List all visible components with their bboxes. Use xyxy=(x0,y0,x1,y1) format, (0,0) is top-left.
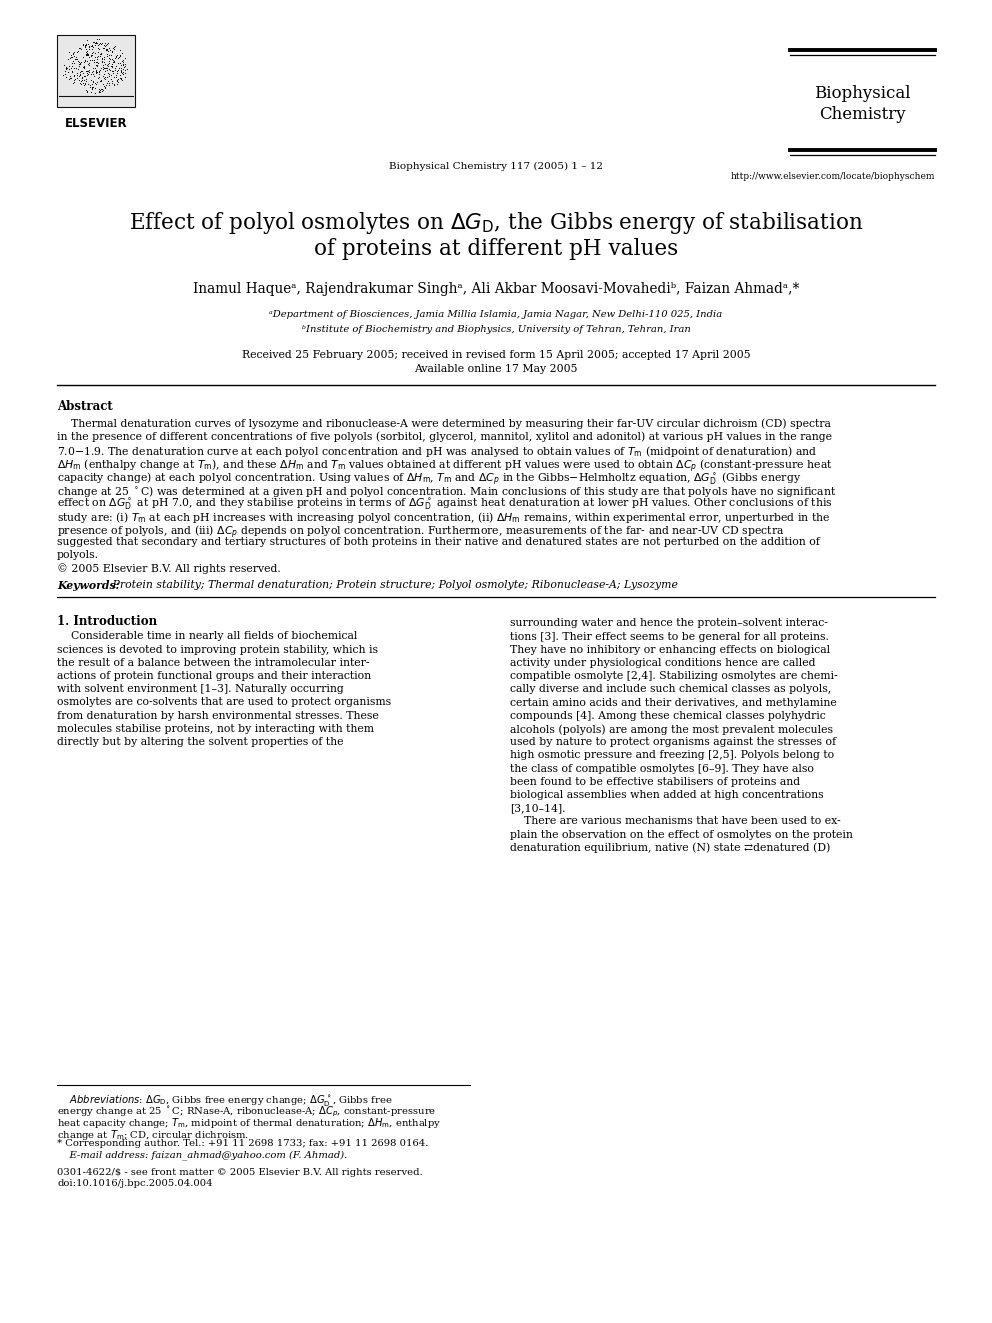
Text: capacity change) at each polyol concentration. Using values of $\Delta H_\mathrm: capacity change) at each polyol concentr… xyxy=(57,471,802,488)
Text: compatible osmolyte [2,4]. Stabilizing osmolytes are chemi-: compatible osmolyte [2,4]. Stabilizing o… xyxy=(510,671,837,681)
Text: Biophysical
Chemistry: Biophysical Chemistry xyxy=(813,85,911,123)
Text: presence of polyols, and (iii) $\Delta C_p$ depends on polyol concentration. Fur: presence of polyols, and (iii) $\Delta C… xyxy=(57,524,785,541)
Text: 1. Introduction: 1. Introduction xyxy=(57,615,157,628)
Text: Abstract: Abstract xyxy=(57,400,113,413)
Text: Effect of polyol osmolytes on $\Delta G_\mathrm{D}$, the Gibbs energy of stabili: Effect of polyol osmolytes on $\Delta G_… xyxy=(129,210,863,235)
Text: molecules stabilise proteins, not by interacting with them: molecules stabilise proteins, not by int… xyxy=(57,724,374,734)
Text: compounds [4]. Among these chemical classes polyhydric: compounds [4]. Among these chemical clas… xyxy=(510,710,825,721)
Text: tions [3]. Their effect seems to be general for all proteins.: tions [3]. Their effect seems to be gene… xyxy=(510,631,829,642)
Text: plain the observation on the effect of osmolytes on the protein: plain the observation on the effect of o… xyxy=(510,830,853,840)
Text: the result of a balance between the intramolecular inter-: the result of a balance between the intr… xyxy=(57,658,369,668)
Text: surrounding water and hence the protein–solvent interac-: surrounding water and hence the protein–… xyxy=(510,618,828,628)
Text: sciences is devoted to improving protein stability, which is: sciences is devoted to improving protein… xyxy=(57,644,378,655)
Text: Received 25 February 2005; received in revised form 15 April 2005; accepted 17 A: Received 25 February 2005; received in r… xyxy=(242,351,750,360)
Text: ELSEVIER: ELSEVIER xyxy=(64,116,127,130)
Text: energy change at 25 $^\circ$C; RNase-A, ribonuclease-A; $\Delta C_p$, constant-p: energy change at 25 $^\circ$C; RNase-A, … xyxy=(57,1105,436,1119)
Text: directly but by altering the solvent properties of the: directly but by altering the solvent pro… xyxy=(57,737,343,747)
Text: biological assemblies when added at high concentrations: biological assemblies when added at high… xyxy=(510,790,823,800)
Text: from denaturation by harsh environmental stresses. These: from denaturation by harsh environmental… xyxy=(57,710,379,721)
Text: cally diverse and include such chemical classes as polyols,: cally diverse and include such chemical … xyxy=(510,684,831,695)
Text: certain amino acids and their derivatives, and methylamine: certain amino acids and their derivative… xyxy=(510,697,836,708)
Text: Considerable time in nearly all fields of biochemical: Considerable time in nearly all fields o… xyxy=(57,631,357,642)
Text: of proteins at different pH values: of proteins at different pH values xyxy=(313,238,679,261)
Text: denaturation equilibrium, native (N) state ⇄denatured (D): denaturation equilibrium, native (N) sta… xyxy=(510,843,830,853)
Text: in the presence of different concentrations of five polyols (sorbitol, glycerol,: in the presence of different concentrati… xyxy=(57,431,832,442)
Text: actions of protein functional groups and their interaction: actions of protein functional groups and… xyxy=(57,671,371,681)
Text: ᵃDepartment of Biosciences, Jamia Millia Islamia, Jamia Nagar, New Delhi-110 025: ᵃDepartment of Biosciences, Jamia Millia… xyxy=(270,310,722,319)
Text: [3,10–14].: [3,10–14]. xyxy=(510,803,565,814)
Text: doi:10.1016/j.bpc.2005.04.004: doi:10.1016/j.bpc.2005.04.004 xyxy=(57,1180,212,1188)
Text: suggested that secondary and tertiary structures of both proteins in their nativ: suggested that secondary and tertiary st… xyxy=(57,537,819,546)
Text: Thermal denaturation curves of lysozyme and ribonuclease-A were determined by me: Thermal denaturation curves of lysozyme … xyxy=(57,418,831,429)
Text: They have no inhibitory or enhancing effects on biological: They have no inhibitory or enhancing eff… xyxy=(510,644,830,655)
Text: polyols.: polyols. xyxy=(57,550,99,560)
Text: ᵇInstitute of Biochemistry and Biophysics, University of Tehran, Tehran, Iran: ᵇInstitute of Biochemistry and Biophysic… xyxy=(302,325,690,333)
Text: 7.0$-$1.9. The denaturation curve at each polyol concentration and pH was analys: 7.0$-$1.9. The denaturation curve at eac… xyxy=(57,445,817,459)
Text: Available online 17 May 2005: Available online 17 May 2005 xyxy=(415,364,577,374)
Text: change at 25 $^\circ$C) was determined at a given pH and polyol concentration. M: change at 25 $^\circ$C) was determined a… xyxy=(57,484,836,499)
Text: with solvent environment [1–3]. Naturally occurring: with solvent environment [1–3]. Naturall… xyxy=(57,684,344,695)
Text: $\Delta H_\mathrm{m}$ (enthalpy change at $T_\mathrm{m}$), and these $\Delta H_\: $\Delta H_\mathrm{m}$ (enthalpy change a… xyxy=(57,458,832,475)
Text: heat capacity change; $T_\mathrm{m}$, midpoint of thermal denaturation; $\Delta : heat capacity change; $T_\mathrm{m}$, mi… xyxy=(57,1117,441,1130)
Text: Biophysical Chemistry 117 (2005) 1 – 12: Biophysical Chemistry 117 (2005) 1 – 12 xyxy=(389,161,603,171)
Text: activity under physiological conditions hence are called: activity under physiological conditions … xyxy=(510,658,815,668)
Text: There are various mechanisms that have been used to ex-: There are various mechanisms that have b… xyxy=(510,816,840,827)
Text: $\it{Abbreviations}$: $\Delta G_\mathrm{D}$, Gibbs free energy change; $\Delta G: $\it{Abbreviations}$: $\Delta G_\mathrm{… xyxy=(57,1093,393,1107)
Text: the class of compatible osmolytes [6–9]. They have also: the class of compatible osmolytes [6–9].… xyxy=(510,763,813,774)
Text: study are: (i) $T_\mathrm{m}$ at each pH increases with increasing polyol concen: study are: (i) $T_\mathrm{m}$ at each pH… xyxy=(57,511,830,525)
Text: been found to be effective stabilisers of proteins and: been found to be effective stabilisers o… xyxy=(510,777,801,787)
Text: change at $T_\mathrm{m}$; CD, circular dichroism.: change at $T_\mathrm{m}$; CD, circular d… xyxy=(57,1127,249,1142)
Text: high osmotic pressure and freezing [2,5]. Polyols belong to: high osmotic pressure and freezing [2,5]… xyxy=(510,750,834,761)
Text: * Corresponding author. Tel.: +91 11 2698 1733; fax: +91 11 2698 0164.: * Corresponding author. Tel.: +91 11 269… xyxy=(57,1139,429,1148)
Text: E-mail address: faizan_ahmad@yahoo.com (F. Ahmad).: E-mail address: faizan_ahmad@yahoo.com (… xyxy=(57,1151,347,1160)
Text: Inamul Haqueᵃ, Rajendrakumar Singhᵃ, Ali Akbar Moosavi-Movahediᵇ, Faizan Ahmadᵃ,: Inamul Haqueᵃ, Rajendrakumar Singhᵃ, Ali… xyxy=(192,282,800,296)
Text: 0301-4622/$ - see front matter © 2005 Elsevier B.V. All rights reserved.: 0301-4622/$ - see front matter © 2005 El… xyxy=(57,1168,423,1177)
Text: effect on $\Delta G_\mathrm{D}^\circ$ at pH 7.0, and they stabilise proteins in : effect on $\Delta G_\mathrm{D}^\circ$ at… xyxy=(57,497,832,512)
Text: http://www.elsevier.com/locate/biophyschem: http://www.elsevier.com/locate/biophysch… xyxy=(730,172,935,181)
Bar xyxy=(57,34,135,107)
Text: Protein stability; Thermal denaturation; Protein structure; Polyol osmolyte; Rib: Protein stability; Thermal denaturation;… xyxy=(109,581,678,590)
Text: used by nature to protect organisms against the stresses of: used by nature to protect organisms agai… xyxy=(510,737,836,747)
Text: osmolytes are co-solvents that are used to protect organisms: osmolytes are co-solvents that are used … xyxy=(57,697,391,708)
Text: Keywords:: Keywords: xyxy=(57,581,120,591)
Text: alcohols (polyols) are among the most prevalent molecules: alcohols (polyols) are among the most pr… xyxy=(510,724,833,734)
Text: © 2005 Elsevier B.V. All rights reserved.: © 2005 Elsevier B.V. All rights reserved… xyxy=(57,564,281,574)
